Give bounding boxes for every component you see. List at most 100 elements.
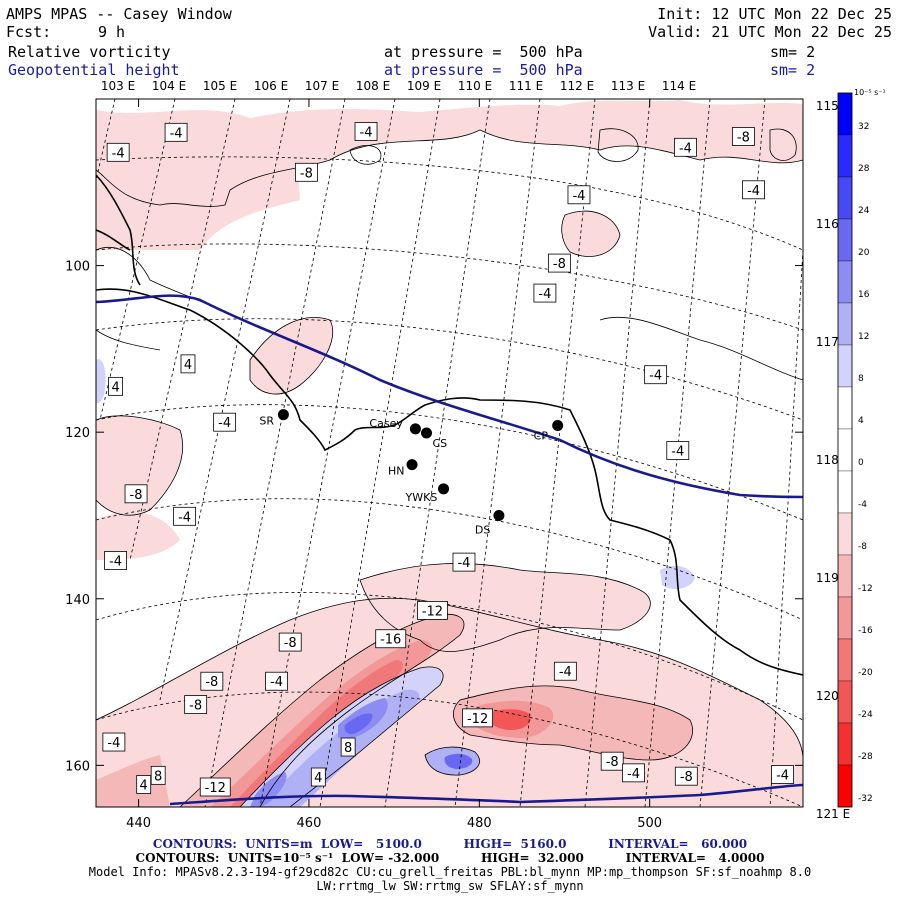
station-marker xyxy=(277,409,289,421)
vort-pos-region xyxy=(344,713,373,735)
contour-label-text: -12 xyxy=(205,781,226,796)
contour-label-box xyxy=(173,506,196,526)
meridian-line xyxy=(159,99,291,701)
contour-label: 8 xyxy=(340,737,356,757)
longitude-label: 112 E xyxy=(560,79,594,93)
contour-label: -4 xyxy=(644,365,668,385)
coastline-path xyxy=(96,174,141,286)
contour-label-text: -4 xyxy=(747,184,760,199)
contour-label-text: -4 xyxy=(457,556,470,571)
contour-label-text: -8 xyxy=(553,257,566,272)
station-ds: DS xyxy=(475,509,505,536)
contour-label-box xyxy=(771,765,794,784)
colorbar-swatch xyxy=(837,638,853,682)
contour-label-box xyxy=(104,551,127,570)
contour-label-text: 4 xyxy=(140,779,148,794)
axes: 440 460 480 500 100 120 140 160 xyxy=(65,99,803,831)
contour-label: -4 xyxy=(213,412,237,432)
contour-label: -4 xyxy=(173,506,196,526)
coastline-path xyxy=(96,288,803,676)
meridian-line xyxy=(99,99,176,421)
contour-label-box xyxy=(742,180,765,200)
contour-label-text: -4 xyxy=(627,767,640,782)
contour-label-text: -4 xyxy=(170,126,183,141)
contour-label: -4 xyxy=(622,763,645,783)
contour-label: -4 xyxy=(354,122,378,141)
contour-label: -4 xyxy=(553,661,577,681)
contour-label: -4 xyxy=(265,671,288,691)
height-contour-5160 xyxy=(169,783,803,806)
vort-neg-region xyxy=(96,511,180,560)
colorbar-tick-label: -20 xyxy=(858,668,873,678)
contour-label-text: -12 xyxy=(422,604,443,619)
contour-label-text: -4 xyxy=(270,675,283,690)
contour-label-text: -12 xyxy=(467,712,488,727)
meridian-line xyxy=(204,99,346,807)
y-tick-label: 100 xyxy=(65,260,90,275)
vort-contour-line xyxy=(453,685,693,761)
contour-labels: -4 -4 -4 -8 -4 -4 -8 -4 -8 -4 -4 -4 4 4 -4 -8 -4 -4 -4 -12 -… xyxy=(102,122,794,797)
contour-label-text: 8 xyxy=(154,769,162,784)
contour-label-box xyxy=(294,162,318,182)
parallel-line xyxy=(96,156,803,251)
contour-label-box xyxy=(674,766,698,786)
y-tick-label: 140 xyxy=(65,593,90,608)
contour-label-box xyxy=(180,354,196,374)
colorbar-tick-label: 8 xyxy=(858,374,864,384)
contour-label-text: -4 xyxy=(112,146,125,161)
contour-label: -8 xyxy=(674,766,698,786)
contour-label: -4 xyxy=(452,552,476,572)
colorbar: 32 28 24 20 16 12 8 4 0 -4 -8 -12 -16 -20 -24 -28 -32 10⁻… xyxy=(837,88,886,808)
colorbar-swatch xyxy=(837,764,853,808)
longitude-label: 103 E xyxy=(101,79,135,93)
footer-height-contours: CONTOURS: UNITS=m LOW= 5100.0 HIGH= 5160… xyxy=(152,837,748,851)
meridian-line xyxy=(454,99,541,807)
contour-label-box xyxy=(533,283,557,303)
contour-label-text: -8 xyxy=(606,755,619,770)
vorticity-contours xyxy=(96,128,803,807)
contour-label-text: -4 xyxy=(109,554,122,569)
meridian-line xyxy=(584,99,651,807)
vort-contour-line xyxy=(96,597,803,761)
contour-label-text: -8 xyxy=(189,699,202,714)
contour-label-box xyxy=(184,695,208,714)
station-casey: Casey xyxy=(369,417,421,435)
vort-contour-line xyxy=(249,317,334,395)
field2-level: at pressure = 500 hPa xyxy=(384,61,583,79)
meridian-line xyxy=(384,99,491,807)
contour-label-text: -8 xyxy=(680,770,693,785)
colorbar-swatch xyxy=(837,428,853,472)
station-marker xyxy=(438,483,450,495)
contour-label-text: 4 xyxy=(184,358,192,373)
vort-neg-region xyxy=(96,625,390,807)
graticule xyxy=(96,99,803,807)
longitude-label: 104 E xyxy=(152,79,186,93)
vort-contour-line xyxy=(561,210,621,257)
contour-label: 8 xyxy=(150,765,166,785)
longitude-label: 108 E xyxy=(356,79,390,93)
longitude-label: 105 E xyxy=(203,79,237,93)
contour-label-box xyxy=(200,671,224,691)
station-cs: CS xyxy=(421,427,447,450)
contour-label-text: -4 xyxy=(776,769,789,784)
colorbar-swatch xyxy=(837,134,853,178)
y-tick-label: 160 xyxy=(65,759,90,774)
init-time: Init: 12 UTC Mon 22 Dec 25 xyxy=(657,5,892,23)
contour-label-text: -8 xyxy=(737,130,750,145)
contour-label: -8 xyxy=(294,162,318,182)
vort-pos-region xyxy=(96,359,106,404)
meridian-line xyxy=(769,249,803,807)
longitude-label: 109 E xyxy=(407,79,441,93)
contour-label-text: -8 xyxy=(300,166,313,181)
field1-level: at pressure = 500 hPa xyxy=(384,43,583,61)
colorbar-swatch xyxy=(837,218,853,262)
contour-label-box xyxy=(102,732,126,752)
vort-contour-line xyxy=(239,666,444,807)
colorbar-tick-label: -8 xyxy=(858,542,867,552)
contour-label-box xyxy=(354,122,378,141)
colorbar-swatch xyxy=(837,92,853,136)
contour-label-text: -4 xyxy=(572,189,585,204)
contour-label-box xyxy=(666,441,690,460)
contour-label: -4 xyxy=(106,142,130,162)
